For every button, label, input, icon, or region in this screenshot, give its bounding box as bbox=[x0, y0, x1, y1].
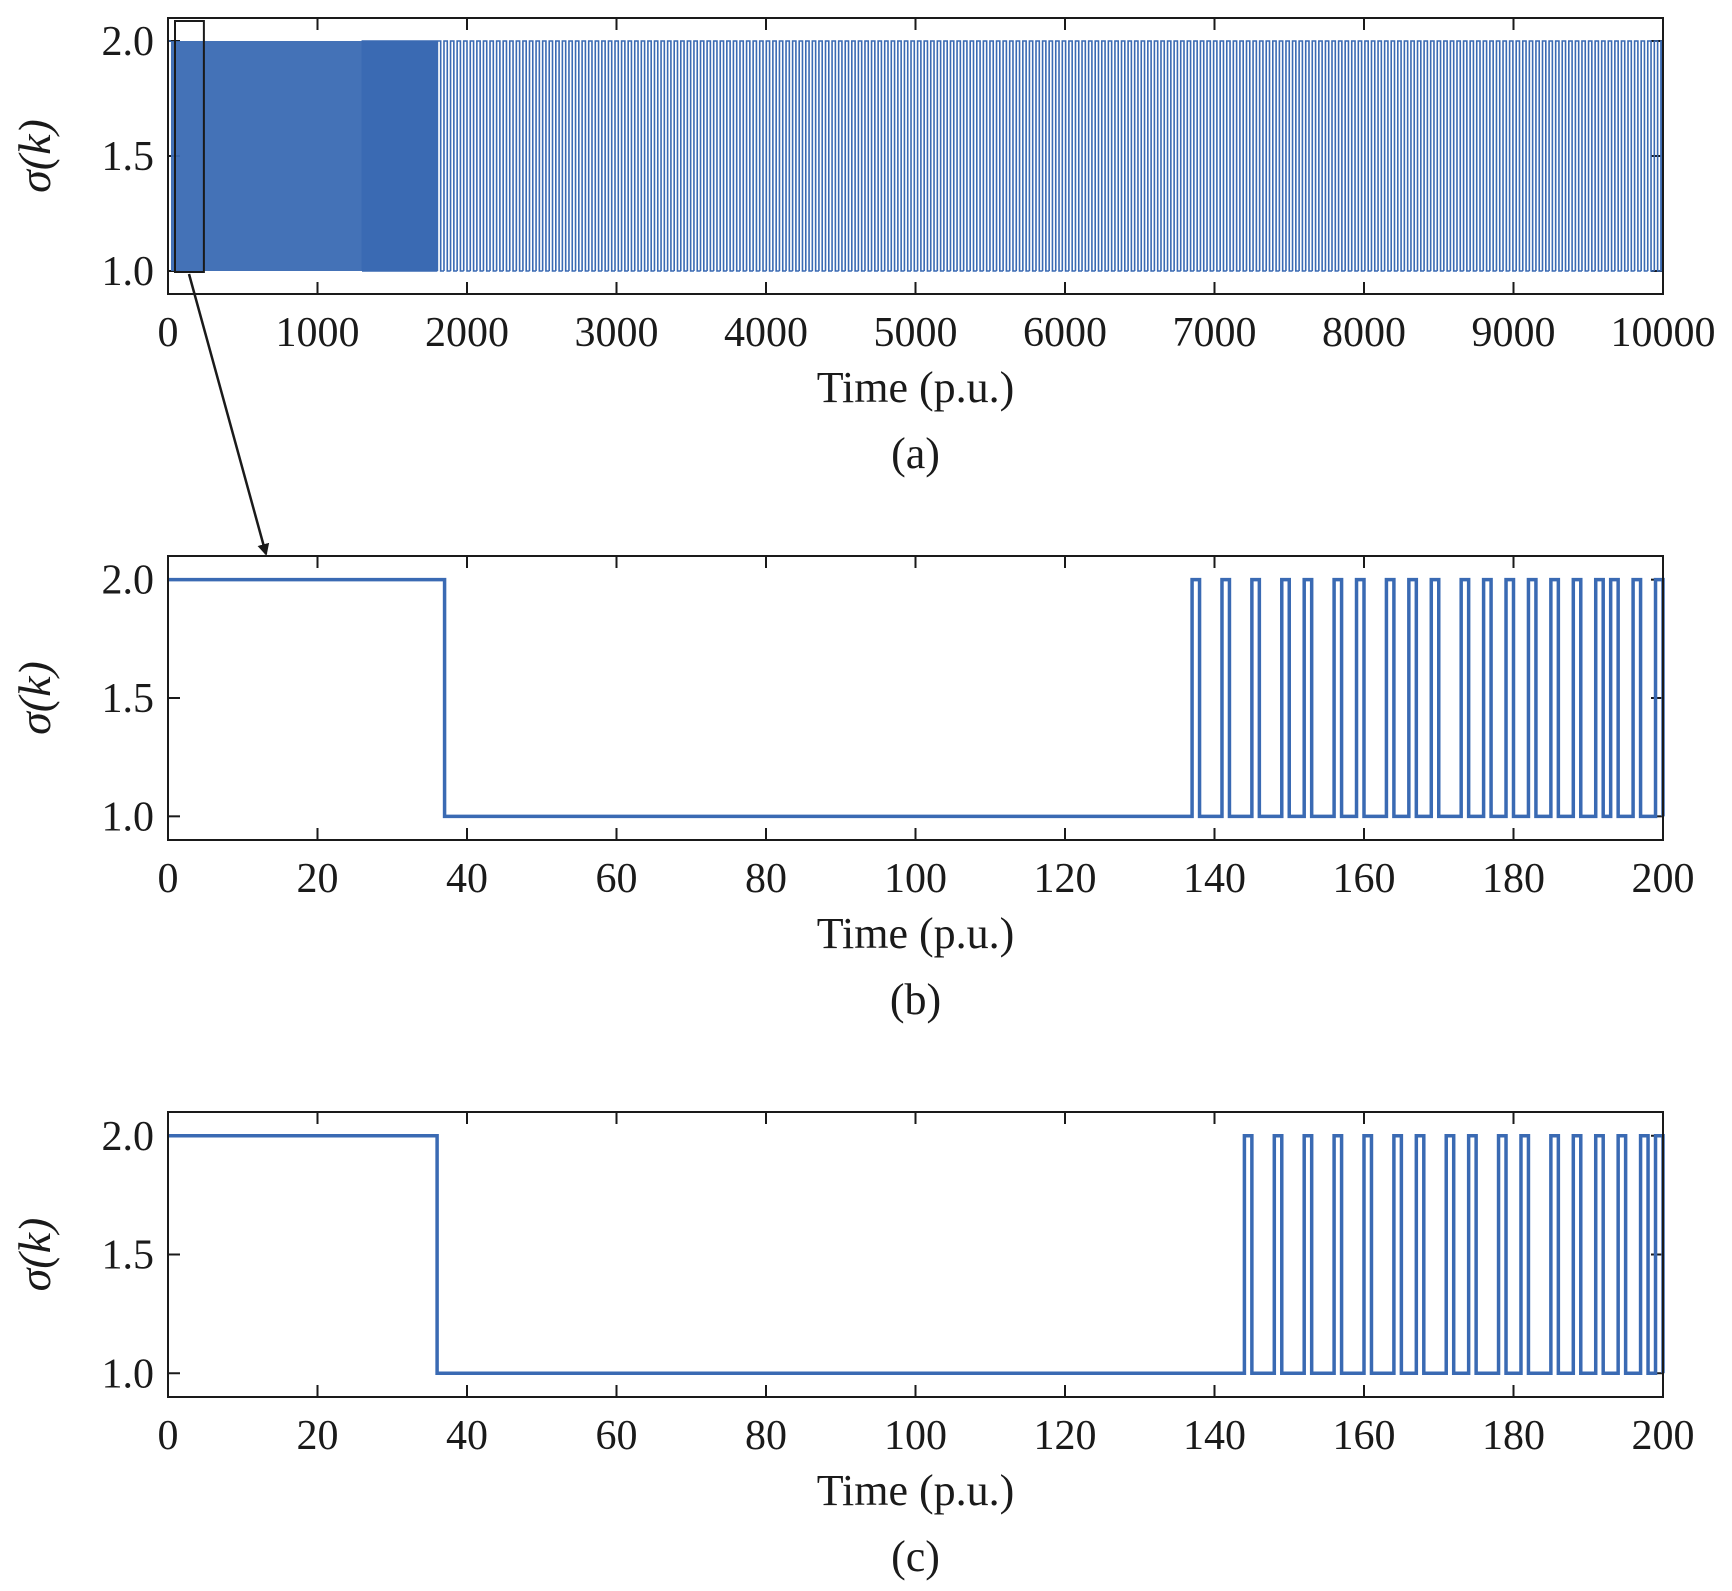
c-x-tick-label: 180 bbox=[1482, 1413, 1545, 1459]
a-x-tick-label: 1000 bbox=[276, 310, 360, 356]
panel-a-signal-line bbox=[168, 40, 1663, 272]
panel-b-label: (b) bbox=[890, 975, 941, 1024]
b-x-tick-label: 100 bbox=[884, 856, 947, 902]
panel-c-y-tick-labels: 1.0 1.5 2.0 bbox=[102, 1114, 155, 1398]
panel-b-x-axis-label: Time (p.u.) bbox=[817, 909, 1015, 958]
panel-c-x-axis-label: Time (p.u.) bbox=[817, 1466, 1015, 1515]
c-x-tick-label: 120 bbox=[1034, 1413, 1097, 1459]
panel-c-frame bbox=[167, 1111, 1664, 1398]
c-x-tick-label: 0 bbox=[158, 1413, 179, 1459]
panel-a-y-axis-label: σ(k) bbox=[9, 119, 60, 193]
a-x-tick-label: 2000 bbox=[425, 310, 509, 356]
panel-a-label: (a) bbox=[891, 429, 940, 478]
b-x-tick-label: 160 bbox=[1333, 856, 1396, 902]
a-x-tick-label: 6000 bbox=[1023, 310, 1107, 356]
panel-a-dense-band bbox=[170, 41, 363, 271]
b-x-tick-label: 200 bbox=[1632, 856, 1695, 902]
b-y-tick-label: 1.5 bbox=[102, 676, 155, 722]
b-x-tick-label: 140 bbox=[1183, 856, 1246, 902]
panel-c-x-tick-labels: 0 20 40 60 80 100 120 140 160 180 200 bbox=[158, 1413, 1695, 1459]
b-x-tick-label: 180 bbox=[1482, 856, 1545, 902]
panel-a-signal bbox=[168, 40, 1663, 272]
b-y-tick-label: 2.0 bbox=[102, 558, 155, 604]
b-signal-line bbox=[168, 577, 1665, 819]
a-x-tick-label: 10000 bbox=[1611, 310, 1716, 356]
panel-b-signal bbox=[168, 577, 1665, 819]
b-y-tick-label: 1.0 bbox=[102, 794, 155, 840]
panel-a-chart: 0 1000 2000 3000 4000 5000 6000 7000 8000 9000 100… bbox=[9, 17, 1716, 478]
a-x-tick-label: 4000 bbox=[724, 310, 808, 356]
c-x-tick-label: 20 bbox=[297, 1413, 339, 1459]
a-x-tick-label: 0 bbox=[158, 310, 179, 356]
c-y-tick-label: 2.0 bbox=[102, 1114, 155, 1160]
c-x-tick-label: 60 bbox=[596, 1413, 638, 1459]
b-x-tick-label: 0 bbox=[158, 856, 179, 902]
panel-a-x-tick-labels: 0 1000 2000 3000 4000 5000 6000 7000 8000 9000 100… bbox=[158, 310, 1716, 356]
c-x-tick-label: 140 bbox=[1183, 1413, 1246, 1459]
c-signal-line bbox=[168, 1134, 1665, 1375]
b-x-tick-label: 80 bbox=[745, 856, 787, 902]
c-y-tick-label: 1.5 bbox=[102, 1233, 155, 1279]
panel-c-signal bbox=[168, 1134, 1665, 1375]
panel-b-y-tick-labels: 1.0 1.5 2.0 bbox=[102, 558, 155, 841]
c-x-tick-label: 40 bbox=[446, 1413, 488, 1459]
panel-c-ticks bbox=[167, 1112, 1664, 1397]
panel-b-x-tick-labels: 0 20 40 60 80 100 120 140 160 180 200 bbox=[158, 856, 1695, 902]
b-x-tick-label: 40 bbox=[446, 856, 488, 902]
a-y-tick-label: 1.5 bbox=[102, 134, 155, 180]
c-x-tick-label: 100 bbox=[884, 1413, 947, 1459]
a-y-tick-label: 1.0 bbox=[102, 249, 155, 295]
panel-c-y-axis-label: σ(k) bbox=[9, 1218, 60, 1292]
a-x-tick-label: 3000 bbox=[575, 310, 659, 356]
a-y-tick-label: 2.0 bbox=[102, 19, 155, 65]
panel-a-frame bbox=[167, 17, 1664, 295]
panel-b-frame bbox=[167, 555, 1664, 841]
a-x-tick-label: 5000 bbox=[874, 310, 958, 356]
c-x-tick-label: 200 bbox=[1632, 1413, 1695, 1459]
b-x-tick-label: 20 bbox=[297, 856, 339, 902]
panel-a-x-axis-label: Time (p.u.) bbox=[817, 363, 1015, 412]
c-x-tick-label: 80 bbox=[745, 1413, 787, 1459]
a-x-tick-label: 8000 bbox=[1322, 310, 1406, 356]
b-x-tick-label: 60 bbox=[596, 856, 638, 902]
panel-a-y-tick-labels: 1.0 1.5 2.0 bbox=[102, 19, 155, 295]
a-x-tick-label: 9000 bbox=[1472, 310, 1556, 356]
c-x-tick-label: 160 bbox=[1333, 1413, 1396, 1459]
b-x-tick-label: 120 bbox=[1034, 856, 1097, 902]
a-x-tick-label: 7000 bbox=[1173, 310, 1257, 356]
panel-c-chart: 0 20 40 60 80 100 120 140 160 180 200 1.0 1.5 2.0 σ(… bbox=[9, 1111, 1695, 1581]
zoom-box bbox=[174, 20, 205, 273]
panel-b-chart: 0 20 40 60 80 100 120 140 160 180 200 1.0 1.5 2.0 σ(… bbox=[9, 555, 1695, 1024]
panel-c-label: (c) bbox=[891, 1532, 940, 1581]
panel-b-y-axis-label: σ(k) bbox=[9, 661, 60, 735]
zoom-arrow bbox=[187, 273, 270, 556]
c-y-tick-label: 1.0 bbox=[102, 1351, 155, 1397]
